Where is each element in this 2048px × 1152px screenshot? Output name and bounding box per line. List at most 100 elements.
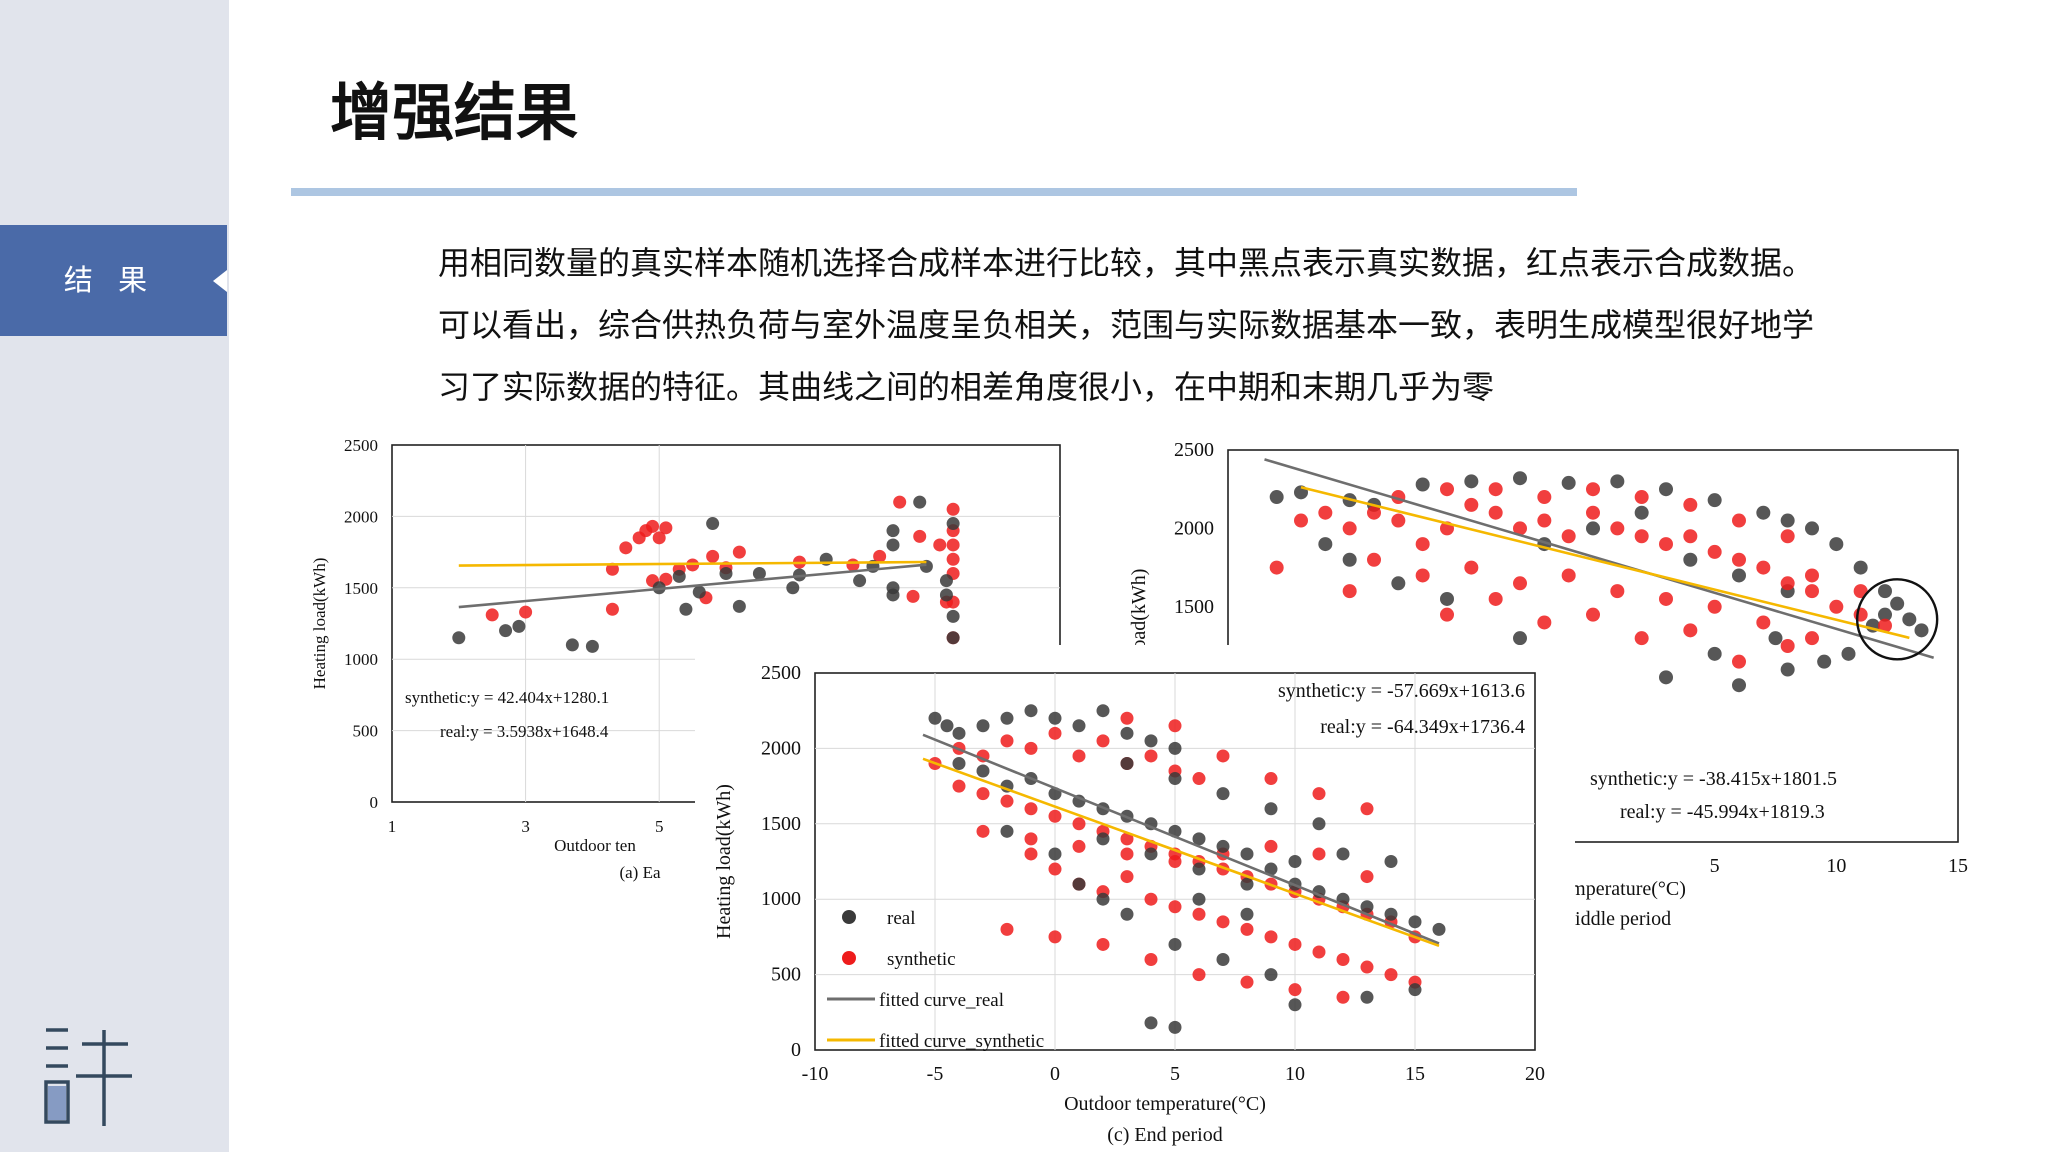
real-point xyxy=(1192,892,1206,906)
synthetic-point xyxy=(893,495,907,509)
synthetic-point xyxy=(1586,482,1600,497)
real-point xyxy=(1144,734,1158,748)
synthetic-point xyxy=(1488,591,1503,606)
x-tick-label: 5 xyxy=(1710,855,1720,877)
real-point xyxy=(1240,847,1254,861)
y-tick-label: 1500 xyxy=(344,579,378,598)
y-tick-label: 2500 xyxy=(761,662,801,684)
real-point xyxy=(886,538,900,552)
synthetic-point xyxy=(1634,490,1649,505)
fitted-line-real xyxy=(1264,458,1935,659)
synthetic-point xyxy=(1336,990,1350,1004)
real-point xyxy=(1513,631,1527,646)
synthetic-point xyxy=(1024,802,1038,816)
synthetic-point xyxy=(1048,726,1062,740)
y-tick-label: 2500 xyxy=(1174,439,1214,461)
real-point xyxy=(1707,493,1722,508)
synthetic-point xyxy=(1707,599,1722,614)
real-point xyxy=(1342,552,1357,567)
synthetic-point xyxy=(1240,922,1254,936)
synthetic-point xyxy=(1634,529,1649,544)
real-point xyxy=(1048,847,1062,861)
synthetic-point xyxy=(1318,505,1333,520)
synthetic-point xyxy=(1288,937,1302,951)
synthetic-point xyxy=(1192,772,1206,786)
synthetic-point xyxy=(1683,497,1698,512)
real-point xyxy=(1168,1020,1182,1034)
real-point xyxy=(1000,824,1014,838)
real-point xyxy=(946,631,960,645)
synthetic-point xyxy=(1853,584,1868,599)
y-tick-label: 2000 xyxy=(761,737,801,759)
synthetic-point xyxy=(1360,960,1374,974)
real-point xyxy=(1878,607,1892,622)
real-point xyxy=(913,495,927,509)
y-tick-label: 1000 xyxy=(344,650,378,669)
page-title: 增强结果 xyxy=(330,76,579,149)
equation-label: synthetic:y = -38.415x+1801.5 xyxy=(1590,768,1837,790)
synthetic-point xyxy=(619,541,633,555)
real-point xyxy=(1000,711,1014,725)
synthetic-point xyxy=(1264,839,1278,853)
real-point xyxy=(1841,646,1856,661)
synthetic-point xyxy=(1072,749,1086,763)
equation-label: synthetic:y = 42.404x+1280.1 xyxy=(405,688,609,707)
x-tick-label: 10 xyxy=(1826,855,1846,877)
real-point xyxy=(1048,711,1062,725)
synthetic-point xyxy=(1878,618,1892,633)
synthetic-point xyxy=(1561,568,1576,583)
sidebar xyxy=(0,0,229,1152)
real-point xyxy=(1805,521,1819,536)
y-tick-label: 1500 xyxy=(1174,596,1214,618)
synthetic-point xyxy=(1780,576,1795,591)
x-axis-label: Outdoor ten xyxy=(554,836,636,855)
real-point xyxy=(1288,855,1302,868)
real-point xyxy=(1192,862,1206,876)
fitted-line-real xyxy=(458,563,927,609)
synthetic-point xyxy=(1391,513,1406,528)
real-point xyxy=(1853,560,1868,575)
synthetic-point xyxy=(1780,639,1795,653)
real-point xyxy=(1878,584,1892,599)
real-point xyxy=(1216,787,1230,801)
synthetic-point xyxy=(952,779,966,793)
real-point xyxy=(1168,937,1182,951)
synthetic-point xyxy=(1294,513,1308,528)
real-point xyxy=(1024,704,1038,718)
real-point xyxy=(1561,475,1576,490)
real-point xyxy=(939,588,953,602)
real-point xyxy=(1288,998,1302,1012)
real-point xyxy=(1240,877,1254,891)
synthetic-point xyxy=(1513,576,1527,591)
synthetic-point xyxy=(1096,734,1110,748)
synthetic-point xyxy=(605,602,619,616)
synthetic-point xyxy=(1144,749,1158,763)
synthetic-point xyxy=(1312,945,1326,959)
synthetic-point xyxy=(906,589,920,603)
x-tick-label: 5 xyxy=(1170,1063,1180,1085)
real-point xyxy=(1360,900,1374,914)
real-point xyxy=(1168,741,1182,755)
real-point xyxy=(1384,907,1398,921)
x-tick-label: 5 xyxy=(655,817,664,836)
real-point xyxy=(1269,490,1284,505)
synthetic-point xyxy=(1024,832,1038,846)
synthetic-point xyxy=(1829,599,1844,614)
synthetic-point xyxy=(1756,615,1771,630)
synthetic-point xyxy=(1537,615,1552,630)
x-tick-label: 10 xyxy=(1285,1063,1305,1085)
x-tick-label: -10 xyxy=(802,1063,829,1085)
synthetic-point xyxy=(1513,521,1527,536)
sidebar-item-results[interactable] xyxy=(0,225,227,336)
real-point xyxy=(1432,922,1446,936)
y-axis-label: Heating load(kWh) xyxy=(713,784,735,939)
synthetic-point xyxy=(946,502,960,516)
real-point xyxy=(928,711,942,725)
real-point xyxy=(853,574,867,588)
real-point xyxy=(1756,505,1771,520)
real-point xyxy=(1768,631,1783,646)
synthetic-point xyxy=(1415,537,1430,552)
real-point xyxy=(786,581,800,595)
real-point xyxy=(1817,654,1832,669)
synthetic-point xyxy=(1048,862,1062,876)
